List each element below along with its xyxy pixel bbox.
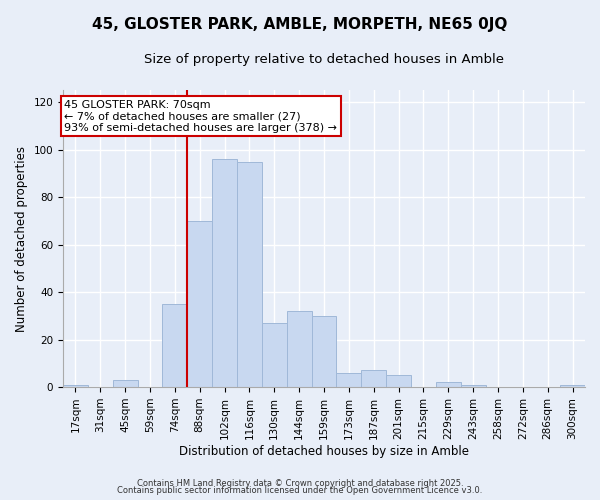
Bar bbox=[361, 370, 386, 387]
Text: Contains HM Land Registry data © Crown copyright and database right 2025.: Contains HM Land Registry data © Crown c… bbox=[137, 478, 463, 488]
Y-axis label: Number of detached properties: Number of detached properties bbox=[15, 146, 28, 332]
Bar bbox=[187, 221, 212, 387]
Bar bbox=[237, 162, 262, 387]
Bar bbox=[163, 304, 187, 387]
Title: Size of property relative to detached houses in Amble: Size of property relative to detached ho… bbox=[144, 52, 504, 66]
Text: Contains public sector information licensed under the Open Government Licence v3: Contains public sector information licen… bbox=[118, 486, 482, 495]
X-axis label: Distribution of detached houses by size in Amble: Distribution of detached houses by size … bbox=[179, 444, 469, 458]
Bar bbox=[63, 384, 88, 387]
Bar bbox=[461, 384, 485, 387]
Text: 45 GLOSTER PARK: 70sqm
← 7% of detached houses are smaller (27)
93% of semi-deta: 45 GLOSTER PARK: 70sqm ← 7% of detached … bbox=[64, 100, 337, 133]
Bar bbox=[212, 159, 237, 387]
Bar bbox=[262, 323, 287, 387]
Bar bbox=[311, 316, 337, 387]
Bar bbox=[337, 373, 361, 387]
Bar bbox=[560, 384, 585, 387]
Bar bbox=[386, 375, 411, 387]
Text: 45, GLOSTER PARK, AMBLE, MORPETH, NE65 0JQ: 45, GLOSTER PARK, AMBLE, MORPETH, NE65 0… bbox=[92, 18, 508, 32]
Bar bbox=[113, 380, 137, 387]
Bar bbox=[436, 382, 461, 387]
Bar bbox=[287, 311, 311, 387]
